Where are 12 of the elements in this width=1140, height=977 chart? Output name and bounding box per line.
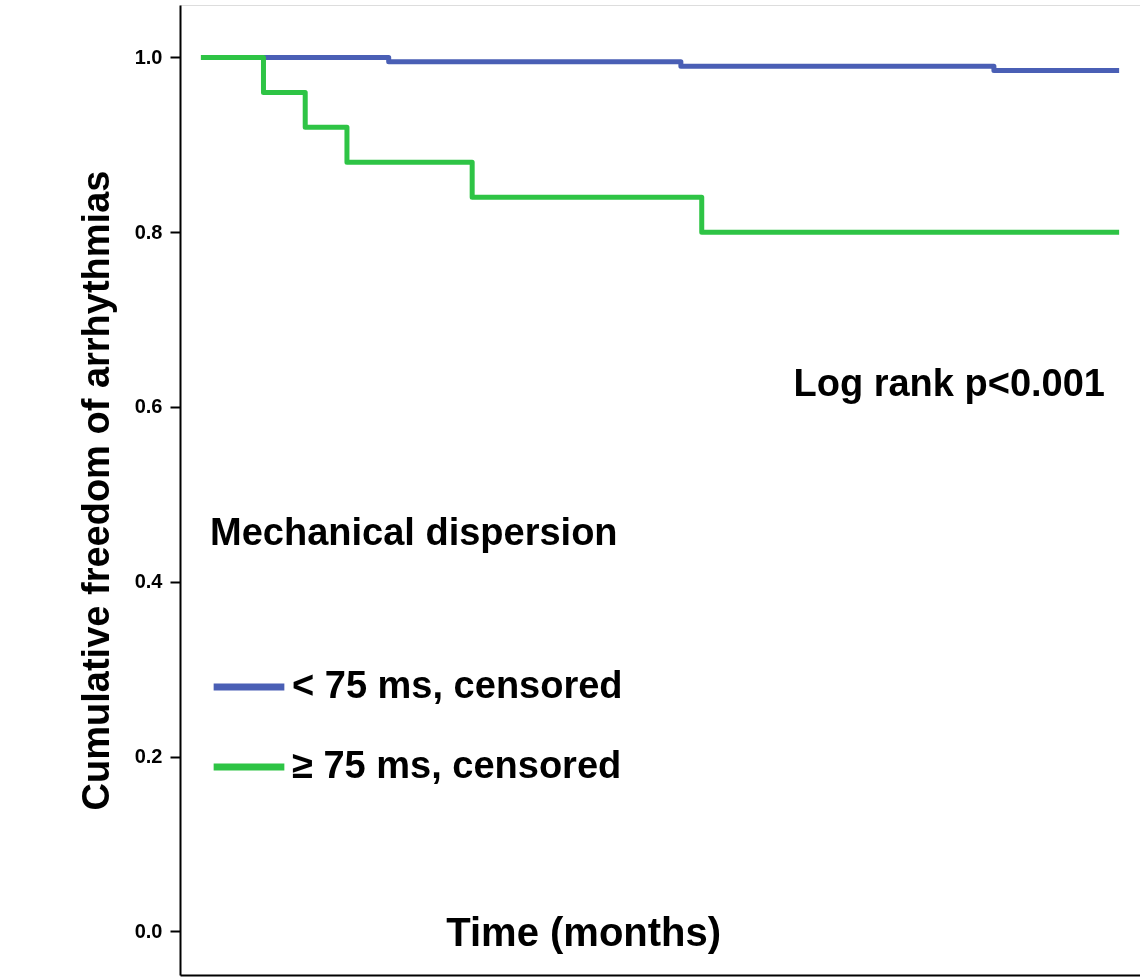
y-tick-label: 1.0 <box>134 45 163 68</box>
annotation: Log rank p<0.001 <box>793 362 1105 404</box>
legend-label: < 75 ms, censored <box>292 664 623 706</box>
legend-title: Mechanical dispersion <box>210 511 618 553</box>
y-axis-title: Cumulative freedom of arrhythmias <box>74 170 117 811</box>
y-tick-label: 0.0 <box>134 919 163 942</box>
y-tick-label: 0.2 <box>134 745 163 768</box>
y-tick-label: 0.6 <box>134 395 163 418</box>
y-tick-label: 0.4 <box>134 570 164 593</box>
x-axis-title: Time (months) <box>446 909 722 954</box>
y-tick-label: 0.8 <box>134 220 163 243</box>
legend-label: ≥ 75 ms, censored <box>292 744 622 786</box>
